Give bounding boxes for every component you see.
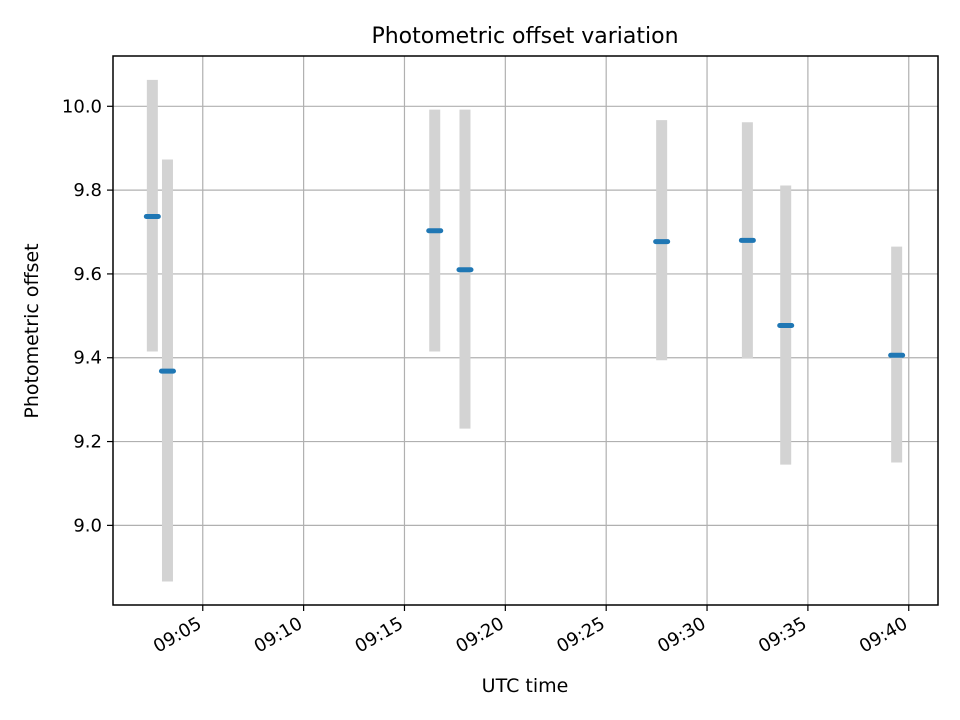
x-axis-ticks: 09:05 09:10 09:15 09:20 09:25 09:30 09:35 09:40 bbox=[150, 605, 911, 657]
y-tick-label: 9.6 bbox=[73, 264, 102, 285]
y-axis-label: Photometric offset bbox=[21, 243, 43, 418]
x-axis-label: UTC time bbox=[482, 675, 569, 697]
x-tick-label: 09:35 bbox=[755, 613, 810, 657]
y-tick-label: 9.4 bbox=[73, 348, 102, 369]
x-tick-label: 09:15 bbox=[352, 613, 407, 657]
y-tick-label: 10.0 bbox=[62, 96, 102, 117]
x-tick-label: 09:40 bbox=[856, 613, 911, 657]
y-tick-label: 9.2 bbox=[73, 432, 102, 453]
x-tick-label: 09:05 bbox=[150, 613, 205, 657]
x-tick-label: 09:20 bbox=[452, 613, 507, 657]
y-tick-label: 9.0 bbox=[73, 515, 102, 536]
x-tick-label: 09:30 bbox=[654, 613, 709, 657]
y-axis-ticks: 9.0 9.2 9.4 9.6 9.8 10.0 bbox=[62, 96, 113, 536]
y-tick-label: 9.8 bbox=[73, 180, 102, 201]
axes-frame bbox=[112, 55, 939, 606]
x-tick-label: 09:10 bbox=[251, 613, 306, 657]
data-points bbox=[143, 214, 906, 374]
chart-title: Photometric offset variation bbox=[371, 24, 678, 49]
x-tick-label: 09:25 bbox=[553, 613, 608, 657]
error-bars bbox=[146, 79, 903, 582]
grid bbox=[113, 56, 938, 605]
